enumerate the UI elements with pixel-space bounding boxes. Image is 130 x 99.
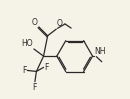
Text: F: F [22, 66, 27, 75]
Text: NH: NH [94, 47, 106, 56]
Text: F: F [44, 63, 48, 72]
Text: HO: HO [22, 40, 33, 49]
Text: O: O [57, 19, 62, 28]
Text: F: F [33, 83, 37, 92]
Text: O: O [32, 18, 38, 27]
